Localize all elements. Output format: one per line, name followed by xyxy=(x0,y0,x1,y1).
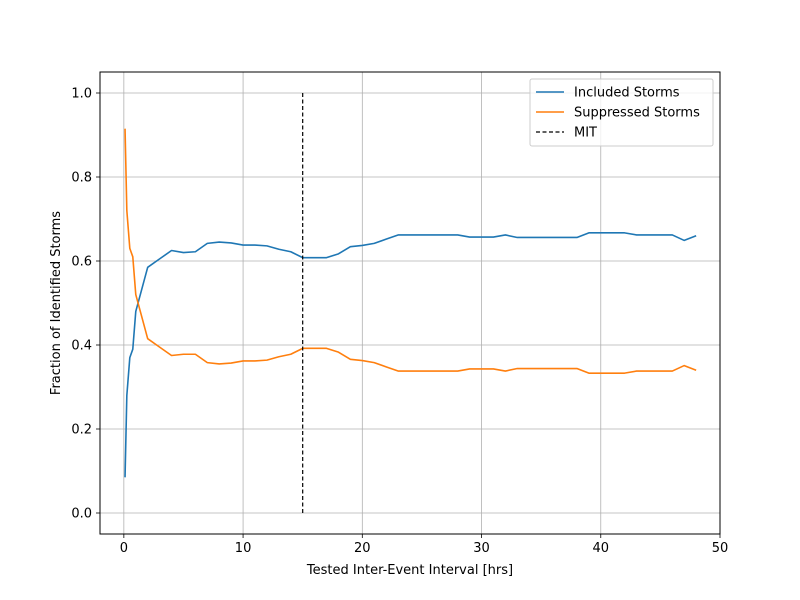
series-lines xyxy=(124,93,697,513)
legend-box xyxy=(529,78,714,147)
series-line-included-storms xyxy=(124,232,697,478)
x-tick-label: 40 xyxy=(592,541,609,556)
y-tick-label: 0.0 xyxy=(71,507,92,522)
x-tick-label: 20 xyxy=(354,541,371,556)
legend: Included Storms Suppressed Storms MIT xyxy=(529,78,714,147)
x-tick-label: 30 xyxy=(473,541,490,556)
y-tick-label: 0.4 xyxy=(71,339,92,354)
legend-label-suppressed-storms: Suppressed Storms xyxy=(574,106,700,121)
y-axis-label: Fraction of Identified Storms xyxy=(49,211,64,395)
axis-ticks: 0 10 20 30 40 50 0.0 0.2 0.4 0.6 0.8 1.0 xyxy=(71,87,728,557)
legend-label-included-storms: Included Storms xyxy=(574,86,680,101)
y-tick-label: 0.6 xyxy=(71,255,92,270)
y-tick-label: 0.8 xyxy=(71,171,92,186)
legend-label-mit: MIT xyxy=(574,126,597,141)
x-tick-label: 50 xyxy=(712,541,729,556)
x-tick-label: 10 xyxy=(235,541,252,556)
x-axis-label: Tested Inter-Event Interval [hrs] xyxy=(306,563,513,578)
y-tick-label: 0.2 xyxy=(71,423,92,438)
y-tick-label: 1.0 xyxy=(71,87,92,102)
plot-frame xyxy=(99,71,721,535)
series-line-suppressed-storms xyxy=(124,128,697,374)
x-tick-label: 0 xyxy=(120,541,128,556)
